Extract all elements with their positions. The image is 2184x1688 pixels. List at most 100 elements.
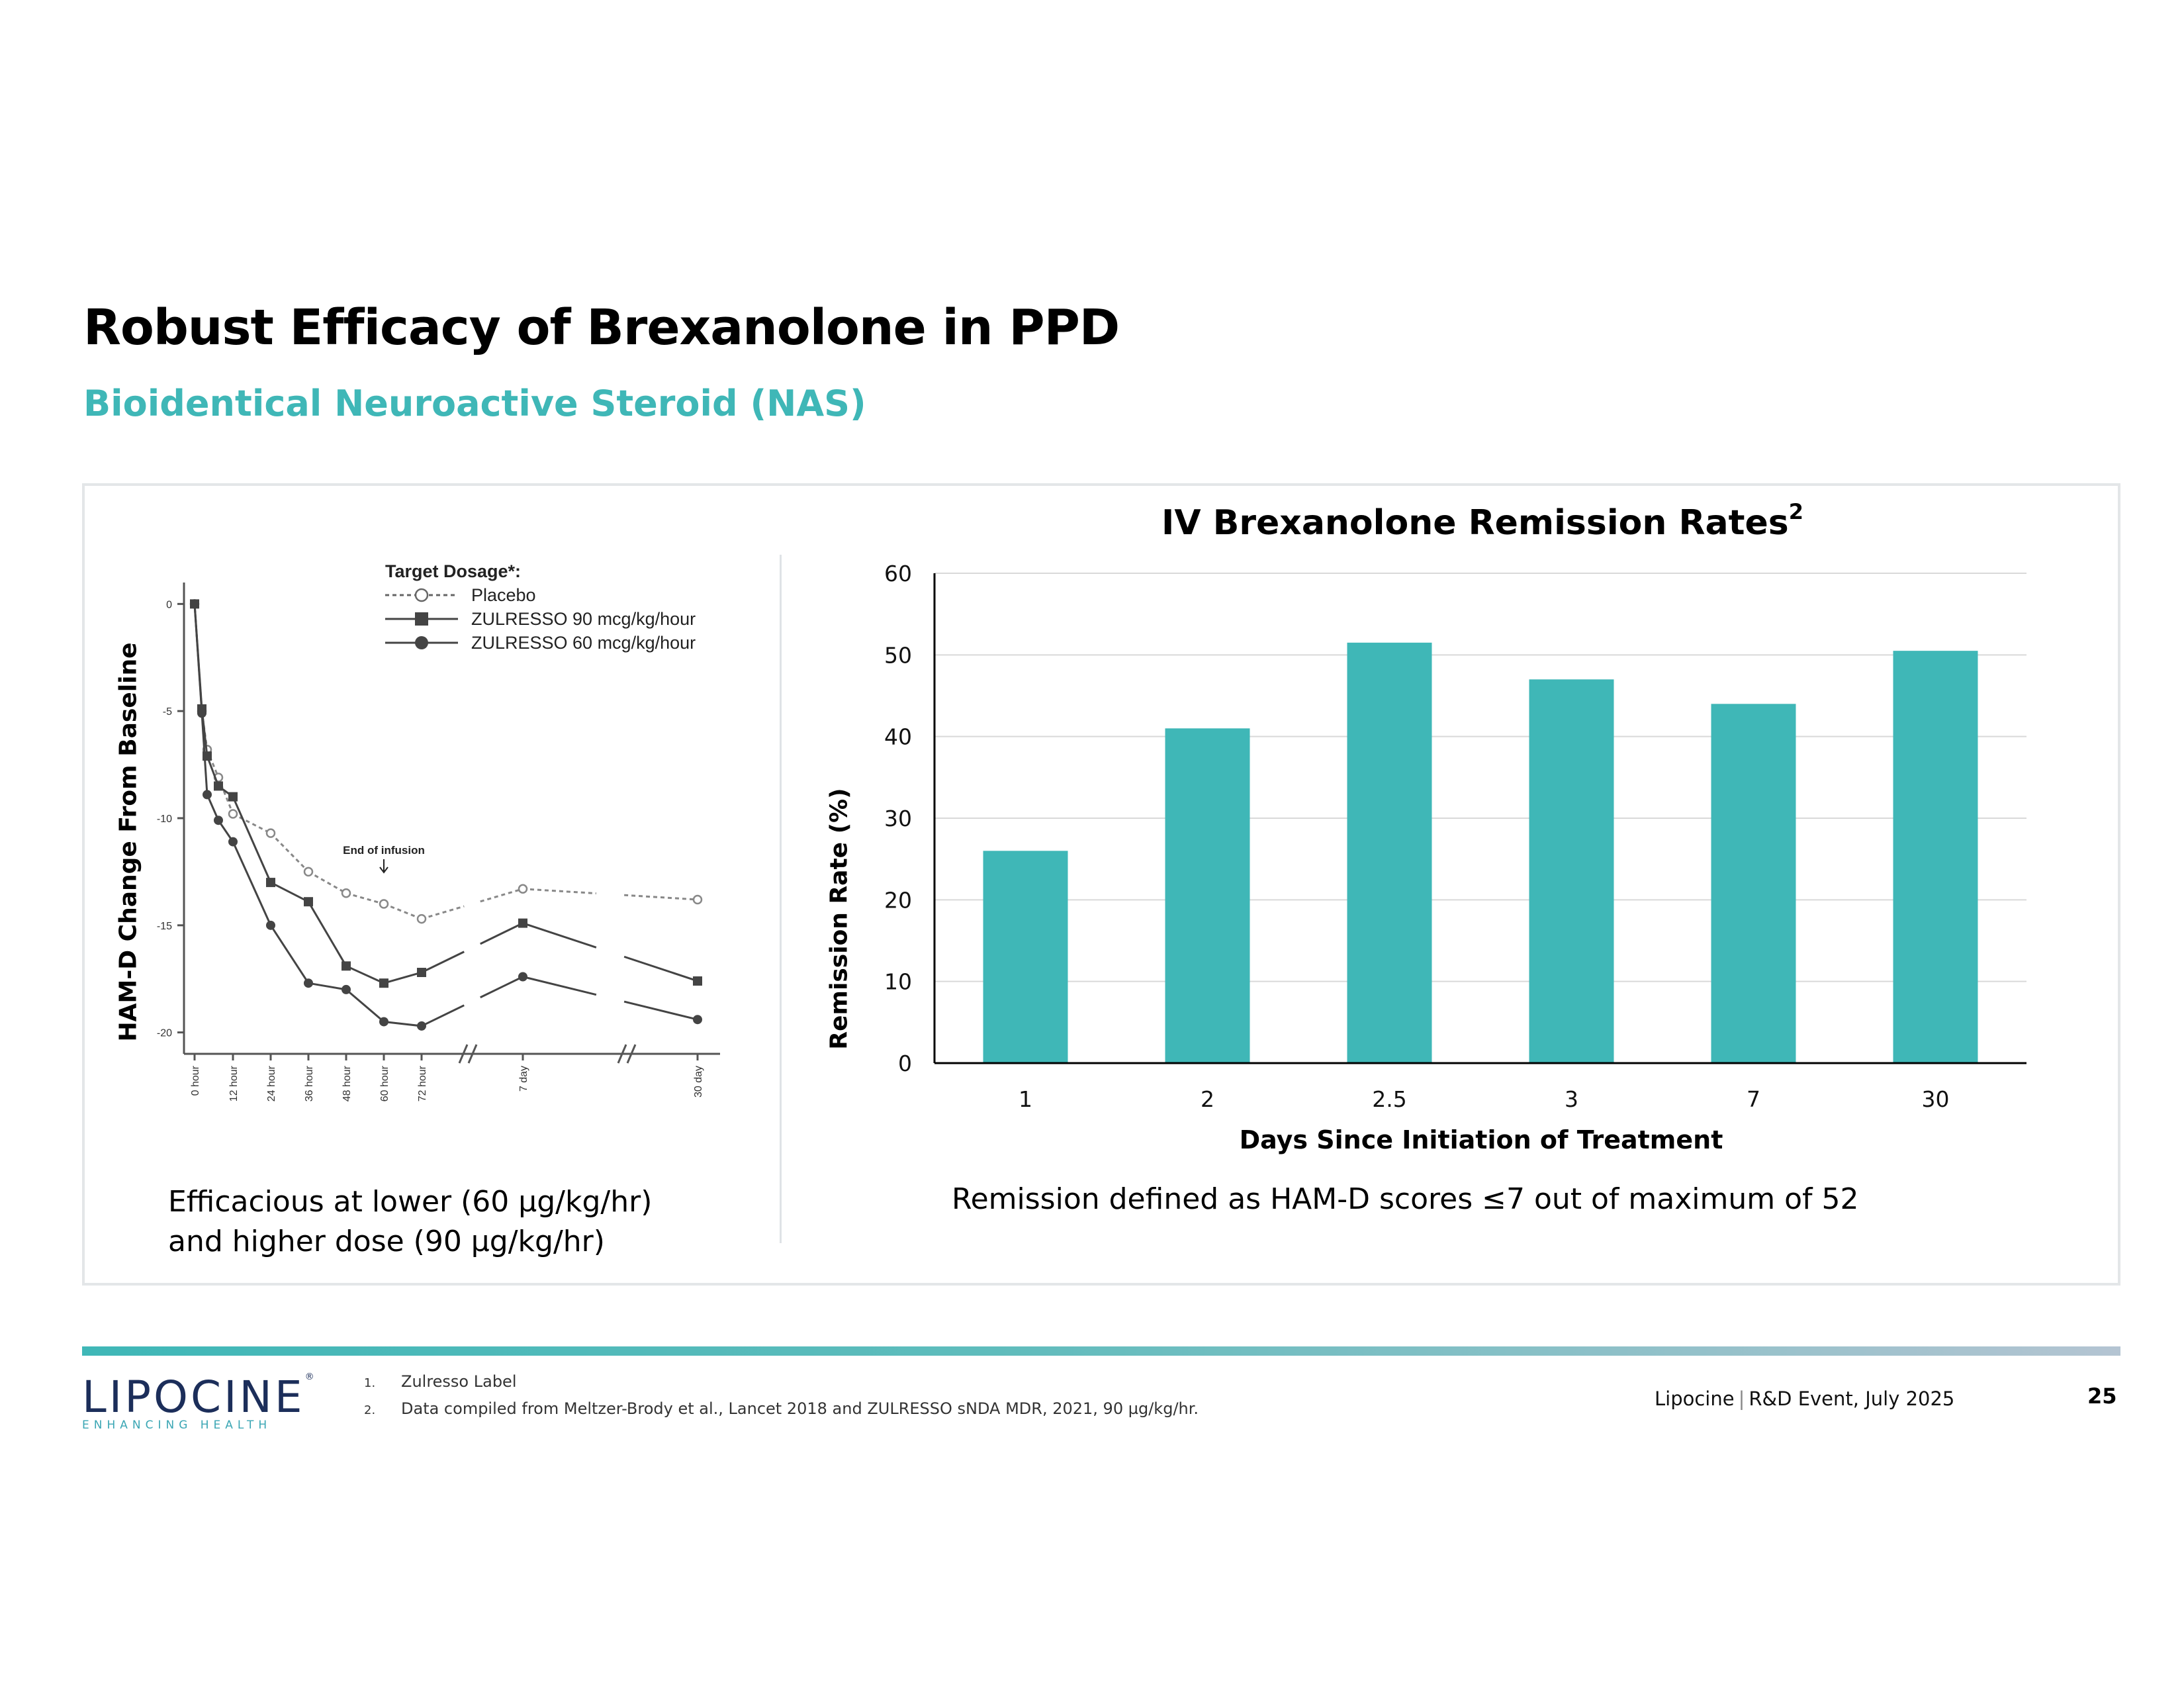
footer-gradient-bar — [82, 1346, 2120, 1356]
bar-y-tick-label: 60 — [884, 561, 912, 586]
page-number: 25 — [2087, 1383, 2117, 1409]
zulresso-90-point — [341, 961, 351, 971]
hamd-y-tick-label: 0 — [166, 599, 172, 610]
bar-x-tick-label: 1 — [1019, 1086, 1032, 1112]
hamd-series-segment — [522, 888, 596, 895]
zulresso-60-point — [203, 790, 212, 800]
zulresso-90-point — [417, 968, 426, 978]
zulresso-60-point — [190, 599, 199, 609]
hamd-series-segment — [206, 794, 220, 821]
legend-label: ZULRESSO 90 mcg/kg/hour — [471, 609, 696, 629]
legend-90-marker — [415, 612, 428, 626]
hamd-series-segment — [307, 901, 347, 967]
bar-chart-title-text: IV Brexanolone Remission Rates — [1161, 503, 1789, 543]
hamd-y-tick-label: -10 — [157, 814, 172, 825]
bar-y-tick-label: 20 — [884, 887, 912, 913]
event-name: R&D Event, July 2025 — [1749, 1387, 1955, 1410]
zulresso-90-point — [379, 978, 388, 988]
axis-break-mark — [626, 1044, 637, 1064]
end-of-infusion-arrowhead-icon — [379, 867, 388, 874]
content-panel — [82, 483, 2120, 1286]
logo-wordmark-text: LIPOCINE — [82, 1372, 305, 1423]
axis-break-mark — [467, 1044, 478, 1064]
legend-label: ZULRESSO 60 mcg/kg/hour — [471, 633, 696, 653]
company-name: Lipocine — [1655, 1387, 1735, 1410]
remission-bar — [1347, 642, 1432, 1063]
hamd-x-tick-label: 7 day — [518, 1066, 529, 1092]
axis-break-mark — [617, 1044, 627, 1064]
zulresso-90-point — [228, 792, 238, 802]
placebo-point — [379, 899, 389, 909]
placebo-point — [518, 884, 528, 894]
logo-tagline: ENHANCING HEALTH — [82, 1419, 272, 1432]
bar-x-tick-label: 7 — [1747, 1086, 1760, 1112]
placebo-point — [692, 894, 703, 905]
zulresso-60-point — [228, 837, 238, 847]
footnote-2: 2. Data compiled from Meltzer-Brody et al… — [364, 1396, 1199, 1423]
slide-title: Robust Efficacy of Brexanolone in PPD — [83, 299, 1120, 356]
hamd-series-segment — [308, 982, 347, 991]
hamd-y-tick-label: -5 — [163, 706, 172, 718]
footnote-1-text: Zulresso Label — [401, 1372, 517, 1391]
registered-mark-icon: ® — [304, 1372, 317, 1382]
zulresso-60-point — [518, 972, 527, 982]
logo-wordmark: LIPOCINE® — [82, 1372, 317, 1423]
footnote-2-number: 2. — [364, 1403, 376, 1417]
hamd-series-segment — [345, 892, 385, 905]
hamd-series-segment — [232, 841, 272, 926]
hamd-series-segment — [623, 1000, 698, 1021]
hamd-series-segment — [206, 755, 220, 786]
hamd-series-segment — [480, 888, 523, 903]
hamd-y-tick-label: -20 — [157, 1028, 172, 1039]
hamd-series-segment — [269, 924, 310, 984]
left-caption-line1: Efficacious at lower (60 µg/kg/hr) — [168, 1185, 653, 1219]
bar-y-tick-label: 40 — [884, 724, 912, 750]
hamd-x-tick-label: 24 hour — [266, 1065, 277, 1102]
hamd-series-segment — [480, 976, 523, 999]
bar-y-tick-label: 50 — [884, 642, 912, 668]
left-caption: Efficacious at lower (60 µg/kg/hr) and h… — [168, 1182, 652, 1262]
hamd-series-segment — [383, 1020, 422, 1027]
hamd-series-segment — [217, 776, 234, 815]
zulresso-90-point — [266, 878, 275, 888]
hamd-series-segment — [345, 988, 385, 1023]
hamd-series-segment — [270, 881, 309, 903]
bar-x-tick-label: 30 — [1922, 1086, 1950, 1112]
zulresso-60-point — [379, 1017, 388, 1027]
event-separator: | — [1738, 1387, 1745, 1410]
hamd-series-segment — [345, 964, 385, 984]
hamd-x-tick-label: 36 hour — [304, 1065, 315, 1102]
bar-x-tick-label: 2 — [1201, 1086, 1214, 1112]
hamd-x-tick-label: 12 hour — [228, 1065, 240, 1102]
zulresso-60-point — [417, 1021, 426, 1031]
bar-x-axis-label: Days Since Initiation of Treatment — [1239, 1125, 1723, 1154]
remission-bar — [1165, 728, 1250, 1063]
panel-divider — [780, 555, 782, 1243]
hamd-x-tick-label: 60 hour — [379, 1065, 390, 1102]
hamd-series-segment — [206, 749, 220, 778]
zulresso-90-point — [518, 918, 527, 928]
hamd-x-tick-label: 0 hour — [190, 1065, 201, 1096]
axis-break-mark — [458, 1044, 469, 1064]
end-of-infusion-label: End of infusion — [343, 844, 425, 857]
left-caption-line2: and higher dose (90 µg/kg/hr) — [168, 1225, 605, 1258]
placebo-point — [228, 809, 238, 819]
hamd-series-segment — [232, 796, 272, 883]
remission-bar — [1711, 704, 1796, 1063]
bar-chart-title-footnote: 2 — [1788, 499, 1803, 524]
legend-placebo-marker — [414, 588, 429, 602]
hamd-series-segment — [522, 922, 597, 949]
legend-title: Target Dosage*: — [385, 561, 521, 581]
footnote-1-number: 1. — [364, 1376, 376, 1390]
placebo-point — [265, 828, 276, 838]
bar-x-tick-label: 2.5 — [1372, 1086, 1406, 1112]
zulresso-90-point — [304, 897, 313, 907]
bar-y-tick-label: 30 — [884, 806, 912, 831]
bar-y-tick-label: 10 — [884, 969, 912, 995]
placebo-point — [416, 914, 427, 924]
zulresso-60-point — [197, 708, 206, 718]
zulresso-60-point — [304, 978, 313, 988]
hamd-series-segment — [624, 894, 698, 901]
